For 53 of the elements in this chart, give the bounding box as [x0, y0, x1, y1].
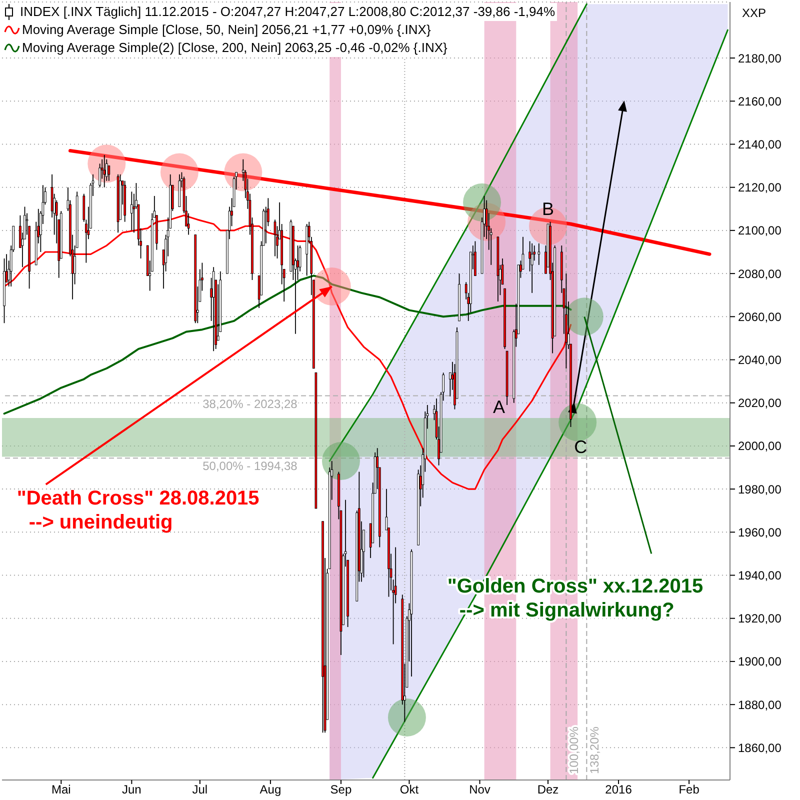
x-tick-label: Nov: [469, 782, 490, 797]
candlestick: [103, 154, 106, 188]
y-tick-label: 2140,00: [738, 138, 782, 152]
candlestick: [98, 163, 101, 188]
y-tick-label: 1900,00: [738, 654, 782, 669]
ref-line-label: 100,00%: [567, 726, 582, 774]
legend-label: Moving Average Simple(2) [Close, 200, Nein] 2063,25 -0,46 -0,02% {.INX}: [22, 39, 448, 57]
y-tick-label: 2120,00: [738, 180, 782, 195]
candlestick: [538, 242, 540, 266]
x-tick-label: Jun: [122, 782, 142, 797]
annotation: 50,00% - 1994,38: [202, 459, 298, 474]
y-tick-label: 1860,00: [738, 740, 782, 755]
chart-title: INDEX [.INX Täglich] 11.12.2015 - O:2047,27 H:2047,27 L:2008,80 C:2012,37 -39,86 -1,94%: [20, 3, 556, 21]
x-tick-label: Mai: [51, 782, 71, 797]
x-tick-label: Jul: [192, 782, 208, 797]
y-tick-label: 2000,00: [738, 439, 782, 454]
annotation: C: [574, 437, 588, 458]
y-tick-label: 1980,00: [738, 482, 782, 496]
candlestick: [474, 240, 476, 276]
annotation: B: [542, 199, 554, 220]
y-tick-label: 2180,00: [738, 51, 782, 66]
annotation: A: [492, 397, 506, 417]
y-axis-title: XXP: [742, 6, 766, 20]
x-tick-label: Sep: [330, 782, 352, 797]
candlestick: [530, 242, 534, 294]
y-tick-label: 1880,00: [738, 698, 782, 712]
x-tick-label: Dez: [537, 782, 559, 797]
y-tick-label: 2160,00: [738, 94, 782, 108]
y-tick-label: 1940,00: [738, 568, 782, 583]
point: [322, 442, 360, 480]
point: [565, 298, 604, 336]
x-tick-label: Okt: [400, 782, 420, 797]
ref-line-label: 138,20%: [588, 726, 602, 774]
point: [463, 183, 502, 222]
y-tick-label: 2100,00: [738, 224, 782, 238]
annotation: "Death Cross" 28.08.2015 --> uneindeutig: [16, 487, 260, 534]
y-tick-label: 2080,00: [738, 266, 782, 281]
x-tick-label: Feb: [678, 782, 700, 797]
legend-label: Moving Average Simple [Close, 50, Nein] 2056,21 +1,77 +0,09% {.INX}: [22, 21, 431, 39]
candlestick: [216, 284, 220, 341]
point: [312, 267, 351, 306]
x-tick-label: 2016: [605, 782, 632, 797]
y-tick-label: 2020,00: [738, 396, 782, 410]
y-tick-label: 2060,00: [738, 310, 782, 324]
y-tick-label: 1960,00: [738, 525, 782, 540]
y-tick-label: 2040,00: [738, 353, 782, 368]
y-tick-label: 1920,00: [738, 612, 782, 626]
point: [388, 698, 426, 736]
point: [558, 403, 597, 442]
x-tick-label: Aug: [260, 782, 282, 797]
annotation: 38,20% - 2023,28: [202, 396, 298, 411]
candlestick: [130, 191, 133, 231]
point: [160, 153, 198, 192]
